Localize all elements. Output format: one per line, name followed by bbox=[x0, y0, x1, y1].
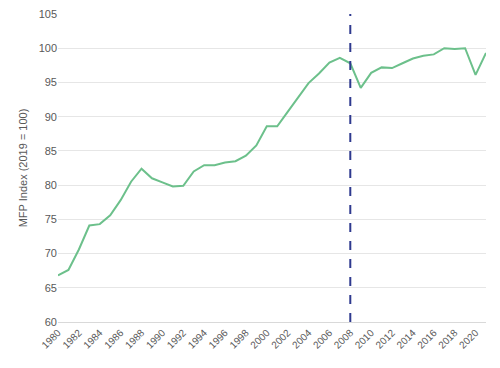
svg-text:90: 90 bbox=[45, 111, 57, 123]
svg-text:1982: 1982 bbox=[60, 327, 84, 351]
svg-text:2002: 2002 bbox=[269, 327, 293, 351]
svg-text:MFP Index (2019 = 100): MFP Index (2019 = 100) bbox=[17, 109, 29, 228]
svg-text:1984: 1984 bbox=[81, 327, 105, 351]
svg-text:1992: 1992 bbox=[165, 327, 189, 351]
svg-text:2000: 2000 bbox=[248, 327, 272, 351]
svg-text:1990: 1990 bbox=[144, 327, 168, 351]
svg-text:85: 85 bbox=[45, 145, 57, 157]
svg-text:2004: 2004 bbox=[290, 327, 314, 351]
svg-text:2006: 2006 bbox=[311, 327, 335, 351]
svg-text:2010: 2010 bbox=[353, 327, 377, 351]
svg-text:70: 70 bbox=[45, 247, 57, 259]
svg-text:2016: 2016 bbox=[415, 327, 439, 351]
svg-text:1988: 1988 bbox=[123, 327, 147, 351]
svg-text:2012: 2012 bbox=[373, 327, 397, 351]
svg-text:1998: 1998 bbox=[227, 327, 251, 351]
svg-text:95: 95 bbox=[45, 76, 57, 88]
svg-text:65: 65 bbox=[45, 282, 57, 294]
svg-text:2018: 2018 bbox=[436, 327, 460, 351]
svg-text:1986: 1986 bbox=[102, 327, 126, 351]
svg-text:1980: 1980 bbox=[39, 327, 63, 351]
svg-text:2020: 2020 bbox=[457, 327, 481, 351]
svg-text:60: 60 bbox=[45, 316, 57, 328]
svg-text:75: 75 bbox=[45, 213, 57, 225]
svg-text:1996: 1996 bbox=[206, 327, 230, 351]
svg-text:2014: 2014 bbox=[394, 327, 418, 351]
svg-text:100: 100 bbox=[39, 42, 57, 54]
svg-text:105: 105 bbox=[39, 8, 57, 20]
svg-text:80: 80 bbox=[45, 179, 57, 191]
svg-text:1994: 1994 bbox=[186, 327, 210, 351]
svg-text:2008: 2008 bbox=[332, 327, 356, 351]
